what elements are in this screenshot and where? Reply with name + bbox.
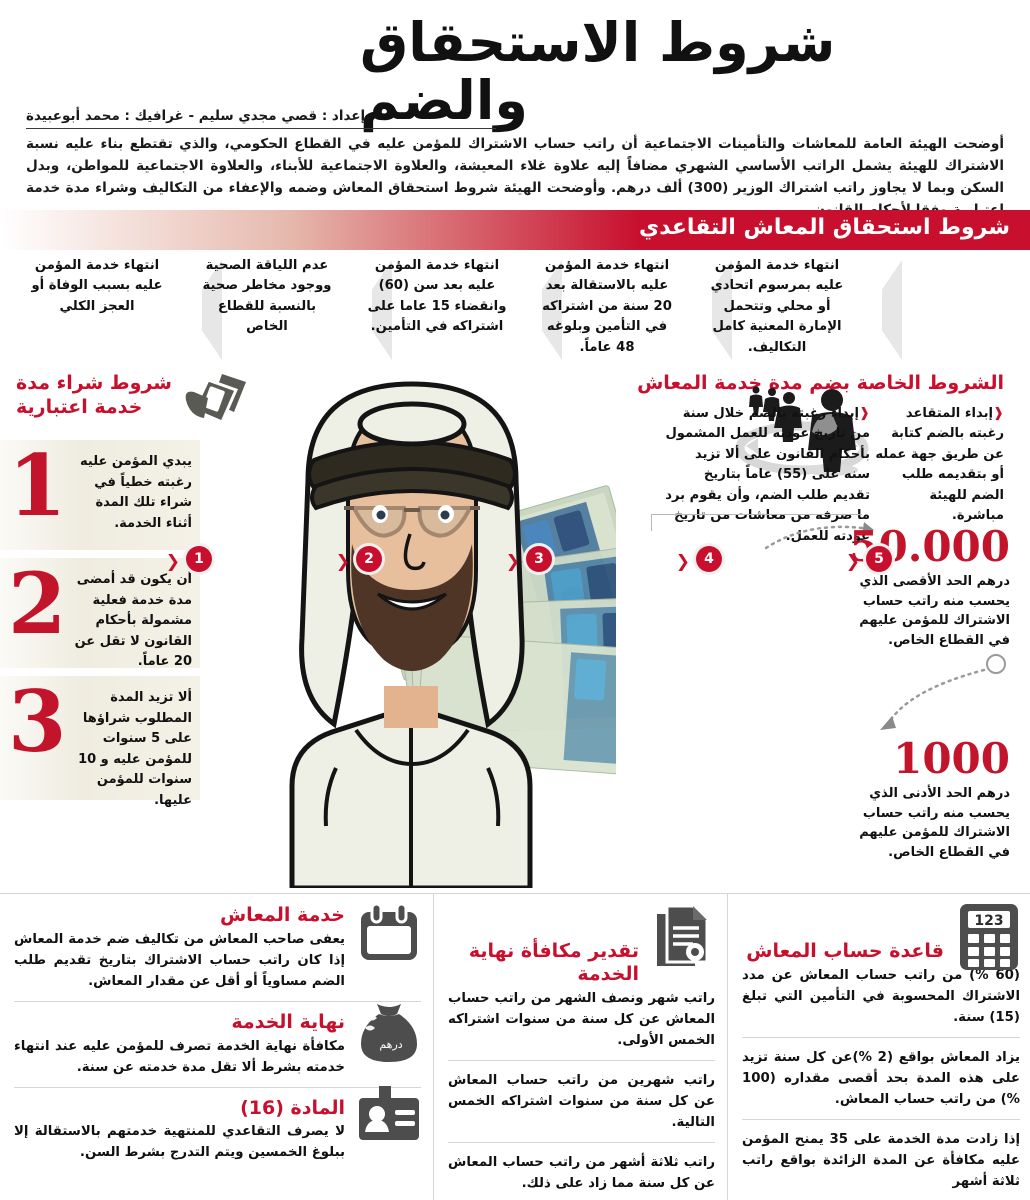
special-condition-1: ❰إبداء المتقاعد رغبته بالضم كتابة عن طري… [874, 404, 1004, 527]
pension-calculation-heading: قاعدة حساب المعاش [746, 940, 944, 962]
purchase-conditions-list: 1 يبدي المؤمن عليه رغبته خطياً في شراء ت… [0, 440, 200, 808]
svg-text:درهم: درهم [379, 1038, 402, 1051]
arrow-bullet-icon: ❰ [859, 406, 870, 421]
amount-value: 1000 [893, 734, 1010, 783]
calculator-icon: 123 [954, 902, 1020, 970]
purchase-condition-item: 3 ألا تزيد المدة المطلوب شراؤها على 5 سن… [0, 672, 200, 808]
end-of-service-item: راتب ثلاثة أشهر من راتب حساب المعاش عن ك… [448, 1141, 715, 1194]
header: شروط الاستحقاق والضم إعداد : قصي مجدي سل… [0, 0, 1030, 218]
pension-condition-text: انتهاء خدمة المؤمن عليه بعد سن (60) وانق… [367, 258, 507, 335]
pension-condition-number-5: 5 [866, 546, 892, 572]
chevron-small-3-icon: ❮ [505, 552, 520, 572]
purchase-condition-number: 3 [8, 672, 67, 771]
amount-maximum: 50.000 درهم الحد الأقصى الذي يحسب منه را… [849, 526, 1010, 650]
intro-paragraph: أوضحت الهيئة العامة للمعاشات والتأمينات … [26, 136, 1004, 218]
bottom-block: 123 قاعدة حساب المعاش (60 %) من راتب حسا… [0, 893, 1030, 1200]
pension-condition-1: انتهاء خدمة المؤمن عليه بسبب الوفاة أو ا… [22, 256, 172, 364]
emirati-man-illustration: ٣١٢٠٤٦٩٨٥ [196, 368, 658, 891]
pension-calculation-item: (60 %) من راتب حساب المعاش عن مدد الاشتر… [742, 967, 1020, 1025]
pension-condition-text: انتهاء خدمة المؤمن عليه بسبب الوفاة أو ا… [31, 258, 163, 314]
pension-condition-text: عدم اللياقة الصحية ووجود مخاطر صحية بالن… [202, 258, 332, 335]
note-body: لا يصرف التقاعدي للمنتهية خدمتهم بالاستق… [14, 1124, 345, 1161]
chevron-small-2-icon: ❮ [335, 552, 350, 572]
page-title: شروط الاستحقاق والضم [360, 11, 836, 133]
illustration-svg: ٣١٢٠٤٦٩٨٥ [289, 381, 658, 891]
note-end-of-service: درهم نهاية الخدمة مكافأة نهاية الخدمة تص… [14, 1000, 421, 1078]
chevron-small-4-icon: ❮ [675, 552, 690, 572]
middle-block: ٣١٢٠٤٦٩٨٥ [0, 368, 1030, 891]
purchase-condition-item: 1 يبدي المؤمن عليه رغبته خطياً في شراء ت… [0, 440, 200, 550]
pension-condition-2: عدم اللياقة الصحية ووجود مخاطر صحية بالن… [192, 256, 342, 364]
purchase-condition-text: ألا تزيد المدة المطلوب شراؤها على 5 سنوا… [78, 690, 192, 808]
calculator-display-label: 123 [974, 913, 1003, 929]
note-heading: نهاية الخدمة [231, 1010, 345, 1033]
pointer-arrow-min [880, 654, 1006, 730]
note-heading: خدمة المعاش [219, 904, 345, 926]
pension-condition-number-4: 4 [696, 546, 722, 572]
pension-condition-3: انتهاء خدمة المؤمن عليه بعد سن (60) وانق… [362, 256, 512, 364]
pension-calculation-column: 123 قاعدة حساب المعاش (60 %) من راتب حسا… [730, 894, 1030, 1200]
pension-condition-text: انتهاء خدمة المؤمن عليه بالاستقالة بعد 2… [542, 258, 672, 355]
agal-icon [307, 401, 517, 511]
amount-description: درهم الحد الأدنى الذي يحسب منه راتب حساب… [859, 786, 1010, 860]
money-bag-icon: درهم [355, 1000, 421, 1066]
note-body: يعفى صاحب المعاش من تكاليف ضم خدمة المعا… [14, 931, 345, 989]
section-band [0, 210, 1030, 250]
arrow-bullet-icon: ❰ [993, 406, 1004, 421]
end-of-service-column: تقدير مكافأة نهاية الخدمة راتب شهر ونصف … [436, 894, 728, 1200]
special-condition-text: إبداء رغبته بالضم خلال سنة من تاريخ عودت… [665, 406, 870, 544]
end-of-service-heading: تقدير مكافأة نهاية الخدمة [468, 940, 639, 985]
people-network-icon [732, 376, 872, 484]
pension-condition-5: انتهاء خدمة المؤمن عليه بمرسوم اتحادي أو… [702, 256, 852, 364]
special-condition-2: ❰إبداء رغبته بالضم خلال سنة من تاريخ عود… [665, 404, 870, 547]
pension-condition-number-1: 1 [186, 546, 212, 572]
notes-column: خدمة المعاش يعفى صاحب المعاش من تكاليف ض… [0, 894, 434, 1200]
pension-calculation-item: يزاد المعاش بواقع (2 %)عن كل سنة تزيد عل… [742, 1036, 1020, 1110]
special-condition-text: إبداء المتقاعد رغبته بالضم كتابة عن طريق… [875, 406, 1004, 524]
purchase-condition-text: يبدي المؤمن عليه رغبته خطياً في شراء تلك… [80, 454, 192, 531]
callout-frame [651, 514, 862, 531]
purchase-condition-text: أن يكون قد أمضى مدة خدمة فعلية مشمولة بأ… [74, 572, 192, 670]
note-article-16: المادة (16) لا يصرف التقاعدي للمنتهية خد… [14, 1085, 421, 1164]
amount-description: درهم الحد الأقصى الذي يحسب منه راتب حساب… [859, 574, 1010, 648]
end-of-service-section: تقدير مكافأة نهاية الخدمة راتب شهر ونصف … [448, 904, 715, 1051]
pension-calculation-item: إذا زادت مدة الخدمة على 35 يمنح المؤمن ع… [742, 1118, 1020, 1192]
chevron-small-5-icon: ❮ [845, 552, 860, 572]
note-heading: المادة (16) [240, 1096, 345, 1119]
purchase-condition-item: 2 أن يكون قد أمضى مدة خدمة فعلية مشمولة … [0, 554, 200, 669]
pension-condition-number-3: 3 [526, 546, 552, 572]
byline: إعداد : قصي مجدي سليم - غرافيك : محمد أب… [26, 108, 496, 129]
purchase-conditions-heading: شروط شراء مدة خدمة اعتبارية [16, 372, 172, 418]
amount-minimum: 1000 درهم الحد الأدنى الذي يحسب منه راتب… [850, 738, 1010, 862]
section-band-title: شروط استحقاق المعاش التقاعدي [639, 215, 1010, 240]
end-of-service-item: راتب شهرين من راتب حساب المعاش عن كل سنة… [448, 1059, 715, 1133]
end-of-service-item: راتب شهر ونصف الشهر من راتب حساب المعاش … [448, 990, 715, 1048]
purchase-condition-number: 2 [8, 554, 67, 653]
note-body: مكافأة نهاية الخدمة تصرف للمؤمن عليه عند… [14, 1038, 345, 1075]
pension-calculation-section: 123 قاعدة حساب المعاش (60 %) من راتب حسا… [742, 904, 1020, 1028]
hand-holding-cards-icon [182, 372, 254, 428]
calendar-icon [355, 902, 421, 968]
purchase-condition-number: 1 [8, 436, 67, 535]
pension-conditions-row: انتهاء خدمة المؤمن عليه بسبب الوفاة أو ا… [0, 256, 1030, 572]
documents-icon [649, 902, 715, 968]
special-conditions-heading: الشروط الخاصة بضم مدة خدمة المعاش [637, 372, 1004, 394]
id-card-icon [355, 1085, 421, 1152]
pension-condition-4: انتهاء خدمة المؤمن عليه بالاستقالة بعد 2… [532, 256, 682, 364]
note-pension-service: خدمة المعاش يعفى صاحب المعاش من تكاليف ض… [14, 902, 421, 992]
pension-condition-text: انتهاء خدمة المؤمن عليه بمرسوم اتحادي أو… [710, 258, 844, 355]
pension-condition-number-2: 2 [356, 546, 382, 572]
chevron-small-1-icon: ❮ [165, 552, 180, 572]
